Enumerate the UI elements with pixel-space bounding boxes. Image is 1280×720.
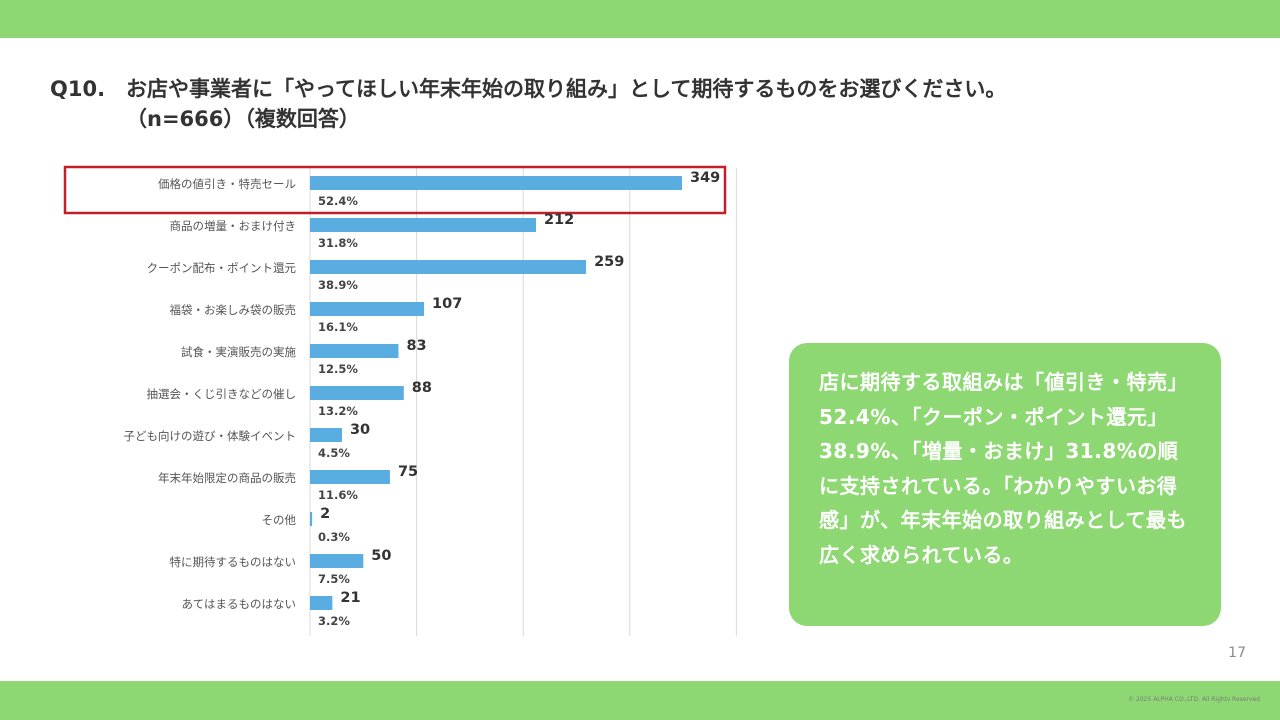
- percent-label-1: 31.8%: [318, 236, 358, 250]
- value-label-9: 50: [371, 548, 391, 564]
- value-label-2: 259: [594, 254, 624, 270]
- bar-1: [310, 218, 536, 232]
- percent-label-3: 16.1%: [318, 320, 358, 334]
- category-label-9: 特に期待するものはない: [170, 555, 297, 569]
- percent-label-7: 11.6%: [318, 488, 358, 502]
- value-label-0: 349: [690, 170, 720, 186]
- highlight-box: [63, 165, 727, 215]
- top-band: [0, 0, 1280, 38]
- value-label-1: 212: [544, 212, 574, 228]
- percent-label-6: 4.5%: [318, 446, 350, 460]
- bar-0: [310, 176, 682, 190]
- bar-10: [310, 596, 333, 610]
- category-label-5: 抽選会・くじ引きなどの催し: [147, 387, 297, 401]
- percent-label-0: 52.4%: [318, 194, 358, 208]
- percent-label-10: 3.2%: [318, 614, 350, 628]
- bars: [63, 165, 727, 610]
- category-label-7: 年末年始限定の商品の販売: [158, 471, 296, 485]
- question-text: お店や事業者に「やってほしい年末年始の取り組み」として期待するものをお選びくださ…: [126, 77, 1007, 101]
- gridlines: [309, 168, 737, 636]
- bottom-band: [0, 681, 1280, 720]
- value-label-8: 2: [320, 506, 330, 522]
- percent-label-4: 12.5%: [318, 362, 358, 376]
- callout-text: 店に期待する取組みは「値引き・特売」52.4%、「クーポン・ポイント還元」38.…: [819, 370, 1188, 567]
- slide-subtitle: （n=666）（複数回答）: [126, 107, 360, 131]
- bar-2: [310, 260, 587, 274]
- percent-label-8: 0.3%: [318, 530, 350, 544]
- value-label-3: 107: [432, 296, 462, 312]
- bar-6: [310, 428, 342, 442]
- copyright-notice: © 2025 ALPHA CO.,LTD. All Rights Reserve…: [1128, 696, 1260, 703]
- slide-title: Q10. お店や事業者に「やってほしい年末年始の取り組み」として期待するものをお選…: [50, 74, 1230, 104]
- bar-4: [310, 344, 399, 358]
- bar-5: [310, 386, 404, 400]
- bar-8: [310, 512, 313, 526]
- question-number: Q10.: [50, 77, 106, 101]
- value-label-4: 83: [406, 338, 426, 354]
- bar-9: [310, 554, 364, 568]
- page-number: 17: [1228, 645, 1246, 661]
- category-label-0: 価格の値引き・特売セール: [158, 177, 296, 191]
- bar-3: [310, 302, 425, 316]
- summary-callout: 店に期待する取組みは「値引き・特売」52.4%、「クーポン・ポイント還元」38.…: [789, 343, 1221, 626]
- category-label-8: その他: [262, 513, 297, 527]
- value-label-6: 30: [350, 422, 370, 438]
- category-label-6: 子ども向けの遊び・体験イベント: [124, 429, 297, 443]
- category-label-1: 商品の増量・おまけ付き: [170, 219, 297, 233]
- category-label-4: 試食・実演販売の実施: [181, 345, 296, 359]
- category-label-10: あてはまるものはない: [181, 597, 296, 611]
- percent-label-9: 7.5%: [318, 572, 350, 586]
- value-label-5: 88: [412, 380, 432, 396]
- percent-label-5: 13.2%: [318, 404, 358, 418]
- category-label-2: クーポン配布・ポイント還元: [147, 261, 297, 275]
- bar-7: [310, 470, 390, 484]
- value-label-7: 75: [398, 464, 418, 480]
- percent-label-2: 38.9%: [318, 278, 358, 292]
- category-label-3: 福袋・お楽しみ袋の販売: [170, 303, 297, 317]
- value-label-10: 21: [340, 590, 360, 606]
